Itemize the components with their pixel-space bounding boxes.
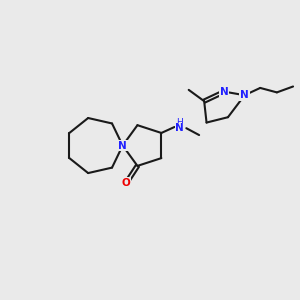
Text: N: N [176,123,184,133]
Text: H: H [176,118,183,127]
Text: N: N [118,140,127,151]
Text: N: N [220,87,229,97]
Text: N: N [240,90,249,100]
Text: O: O [122,178,130,188]
